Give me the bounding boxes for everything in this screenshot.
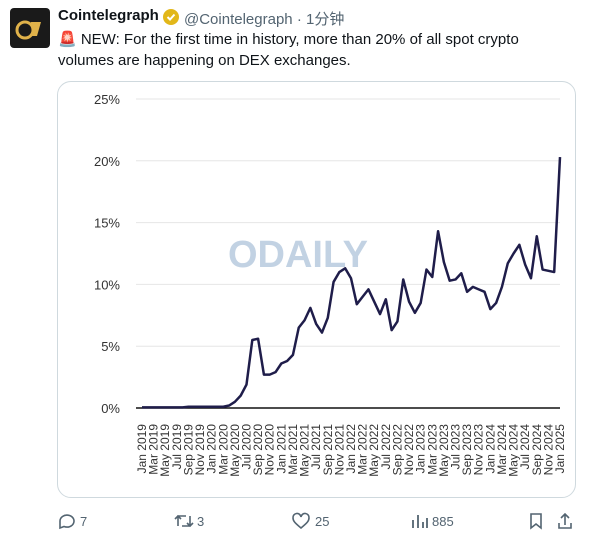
x-tick-label: Nov 2019	[193, 424, 207, 476]
x-tick-label: Mar 2022	[356, 424, 370, 475]
x-tick-label: Mar 2020	[216, 424, 230, 475]
x-tick-label: Jul 2019	[170, 424, 184, 470]
x-tick-label: Jan 2024	[483, 424, 497, 474]
x-tick-label: Sep 2019	[181, 424, 195, 476]
avatar[interactable]	[10, 8, 50, 48]
x-tick-label: May 2024	[507, 424, 521, 477]
bookmark-icon[interactable]	[527, 512, 545, 530]
x-tick-label: Nov 2022	[402, 424, 416, 476]
x-tick-label: Jan 2022	[344, 424, 358, 474]
reply-icon[interactable]	[57, 512, 77, 530]
views-icon[interactable]	[410, 512, 430, 530]
handle[interactable]: @Cointelegraph	[184, 11, 293, 28]
y-tick-label: 15%	[94, 216, 120, 231]
x-tick-label: May 2022	[367, 424, 381, 477]
x-tick-label: Jan 2021	[274, 424, 288, 474]
x-tick-label: Mar 2021	[286, 424, 300, 475]
retweet-count: 3	[197, 514, 205, 529]
x-tick-label: Mar 2024	[495, 424, 509, 475]
reply-count: 7	[80, 514, 88, 529]
views-count: 885	[432, 514, 454, 529]
tweet-text: 🚨 NEW: For the first time in history, mo…	[58, 31, 519, 69]
verified-badge	[163, 9, 179, 25]
x-tick-label: Sep 2022	[390, 424, 404, 476]
y-tick-label: 5%	[101, 339, 120, 354]
x-tick-label: May 2023	[437, 424, 451, 477]
chart-card[interactable]: ODAILY 0% 5% 10% 15% 20% 25% Jan 2019 Mar 2019 M…	[57, 81, 576, 498]
author[interactable]: Cointelegraph	[58, 7, 159, 24]
handle-line: @Cointelegraph · 1分钟	[184, 8, 344, 29]
separator: ·	[296, 11, 302, 28]
data-line	[142, 157, 562, 409]
time[interactable]: 1分钟	[305, 11, 345, 28]
like-count: 25	[315, 514, 330, 529]
x-tick-label: Sep 2024	[530, 424, 544, 476]
x-tick-label: Mar 2019	[147, 424, 161, 475]
x-tick-label: Nov 2024	[541, 424, 555, 476]
x-tick-label: May 2020	[228, 424, 242, 477]
x-tick-label: Jan 2020	[205, 424, 219, 474]
share-icon[interactable]	[556, 512, 574, 530]
x-tick-label: Nov 2023	[472, 424, 486, 476]
x-tick-label: Jul 2020	[240, 424, 254, 470]
x-tick-label: Jan 2019	[135, 424, 149, 474]
x-tick-label: Mar 2023	[425, 424, 439, 475]
x-tick-label: Jul 2024	[518, 424, 532, 470]
x-tick-label: May 2019	[158, 424, 172, 477]
y-tick-label: 20%	[94, 154, 120, 169]
x-tick-label: Jan 2025	[553, 424, 567, 474]
retweet-icon[interactable]	[174, 512, 194, 530]
x-tick-label: Sep 2021	[321, 424, 335, 476]
x-tick-label: Jan 2023	[414, 424, 428, 474]
y-tick-label: 25%	[94, 92, 120, 107]
x-tick-label: Sep 2023	[460, 424, 474, 476]
x-tick-label: Jul 2023	[449, 424, 463, 470]
x-tick-label: Jul 2022	[379, 424, 393, 470]
x-tick-label: May 2021	[298, 424, 312, 477]
x-tick-label: Jul 2021	[309, 424, 323, 470]
y-tick-label: 0%	[101, 401, 120, 416]
like-icon[interactable]	[291, 512, 311, 530]
x-tick-label: Nov 2020	[263, 424, 277, 476]
x-tick-label: Nov 2021	[332, 424, 346, 476]
y-tick-label: 10%	[94, 277, 120, 292]
x-tick-label: Sep 2020	[251, 424, 265, 476]
